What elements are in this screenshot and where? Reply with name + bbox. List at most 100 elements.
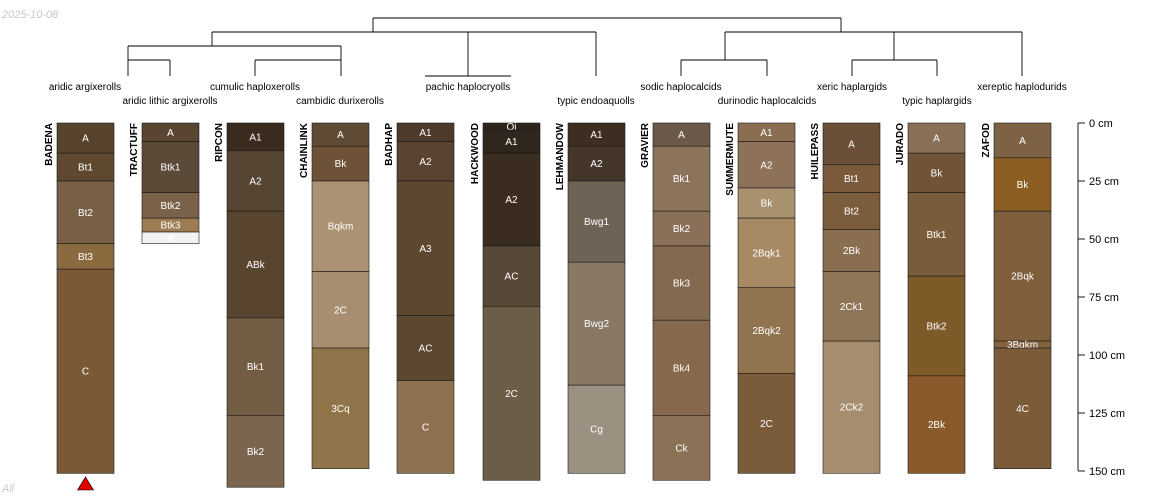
horizon-2bqk	[993, 210, 1052, 342]
profile-hackwood: Oi A1 A2 AC 2C HACKWOOD	[470, 122, 541, 481]
horizon-bk2	[652, 210, 711, 247]
horizon-label: Bt3	[78, 252, 93, 263]
horizon-label: 2Bqk	[1011, 272, 1035, 283]
horizon-label: 3Cq	[331, 404, 349, 415]
horizon-label: Bt1	[844, 174, 859, 185]
horizon-label: A2	[590, 159, 603, 170]
horizon-bk3	[652, 245, 711, 321]
subgroup-label: pachic haplocryolls	[426, 82, 511, 93]
horizon-label: Bt2	[78, 208, 93, 219]
profile-name: ZAFOD	[981, 123, 992, 157]
footer-label: All	[1, 483, 15, 495]
horizon-label: 2Bqk1	[752, 248, 781, 259]
profile-name: BADENA	[44, 123, 55, 166]
subgroup-label: aridic argixerolls	[49, 82, 121, 93]
horizon-label: Bk	[931, 168, 944, 179]
dendrogram	[127, 17, 1023, 77]
horizon-label: A	[848, 139, 855, 150]
horizon-label: 2C	[760, 419, 773, 430]
horizon-bt1	[822, 164, 881, 193]
horizon-label: A2	[249, 177, 262, 188]
horizon-label: Btk1	[926, 230, 946, 241]
horizon-label: A	[82, 134, 89, 145]
horizon-c	[56, 268, 115, 474]
depth-tick-label: 125 cm	[1089, 408, 1125, 420]
profile-name: JURADO	[895, 123, 906, 165]
horizon-label: AC	[505, 272, 519, 283]
horizon-cg	[567, 384, 626, 474]
horizon-label: A1	[590, 130, 603, 141]
profile-gravier: A Bk1 Bk2 Bk3 Bk4 Ck GRAVIER	[640, 122, 711, 481]
horizon-ac	[482, 245, 541, 307]
profile-huilepass: A Bt1 Bt2 2Bk 2Ck1 2Ck2 HUILEPASS	[810, 122, 881, 474]
horizon-label: Btk2	[160, 201, 180, 212]
horizon-label: A2	[760, 160, 773, 171]
depth-tick-label: 25 cm	[1089, 176, 1119, 188]
horizon-label: Cg	[590, 425, 603, 436]
horizon-label: 2Bk	[843, 246, 861, 257]
horizon-label: Bk	[335, 159, 348, 170]
horizon-label: Bk3	[673, 279, 691, 290]
horizon-a	[822, 122, 881, 166]
profile-name: LEHMANDOW	[555, 122, 566, 190]
horizon-abk	[226, 210, 285, 319]
horizon-2bqk1	[737, 217, 796, 289]
horizon-2c	[311, 271, 370, 349]
subgroup-label: durinodic haplocalcids	[718, 96, 816, 107]
horizon-a	[56, 122, 115, 154]
horizon-btk2	[141, 192, 200, 219]
horizon-a1	[226, 122, 285, 152]
profile-name: HUILEPASS	[810, 123, 821, 180]
horizon-a2	[737, 141, 796, 189]
horizon-a2	[226, 150, 285, 212]
horizon-label: A1	[249, 132, 262, 143]
horizon-a2	[482, 152, 541, 247]
depth-tick-label: 50 cm	[1089, 234, 1119, 246]
subgroup-label: typic haplargids	[902, 96, 971, 107]
horizon-r	[141, 231, 200, 244]
profile-ripcon: A1 A2 ABk Bk1 Bk2 RIPCON	[214, 122, 285, 488]
profile-badena: A Bt1 Bt2 Bt3 C BADENA	[44, 122, 115, 491]
horizon-label: A2	[419, 157, 432, 168]
horizon-2bqk2	[737, 287, 796, 374]
profile-name: HACKWOOD	[470, 123, 481, 184]
profile-name: TRACTUFF	[129, 123, 140, 176]
horizon-bk2	[226, 415, 285, 488]
horizon-label: Btk2	[926, 322, 946, 333]
horizon-2c	[737, 373, 796, 474]
profile-badhap: A1 A2 A3 AC C BADHAP	[384, 123, 455, 474]
horizon-label: Bk4	[673, 363, 691, 374]
horizon-label: A	[678, 130, 685, 141]
horizon-2bk	[907, 375, 966, 474]
horizon-bk4	[652, 319, 711, 416]
horizon-bqkm	[311, 180, 370, 272]
horizon-label: Bk2	[673, 224, 691, 235]
horizon-bwg1	[567, 180, 626, 263]
horizon-label: 2Ck2	[840, 403, 864, 414]
horizon-label: Bt1	[78, 163, 93, 174]
horizon-label: Bk	[1017, 180, 1030, 191]
horizon-label: Btk3	[160, 221, 180, 232]
subgroup-label: typic endoaquolls	[557, 96, 634, 107]
horizon-a2	[396, 141, 455, 182]
profile-name: RIPCON	[214, 123, 225, 162]
profile-marker-triangle	[76, 476, 95, 491]
horizon-label: Ck	[675, 443, 688, 454]
horizon-a	[907, 122, 966, 154]
profile-jurado: A Bk Btk1 Btk2 2Bk JURADO	[895, 122, 966, 474]
horizon-bwg2	[567, 261, 626, 386]
horizon-bt3	[56, 243, 115, 270]
horizon-label: ABk	[246, 260, 265, 271]
depth-tick-label: 150 cm	[1089, 466, 1125, 478]
horizon-label: 2Bk	[928, 420, 946, 431]
horizon-label: Bk1	[247, 362, 265, 373]
horizon-label: 2C	[505, 389, 518, 400]
horizon-bk	[737, 187, 796, 219]
horizon-label: Bwg2	[584, 319, 609, 330]
horizon-label: A1	[760, 128, 773, 139]
depth-tick-label: 0 cm	[1089, 118, 1113, 130]
horizon-a3	[396, 180, 455, 316]
subgroup-label: xeric haplargids	[817, 82, 887, 93]
